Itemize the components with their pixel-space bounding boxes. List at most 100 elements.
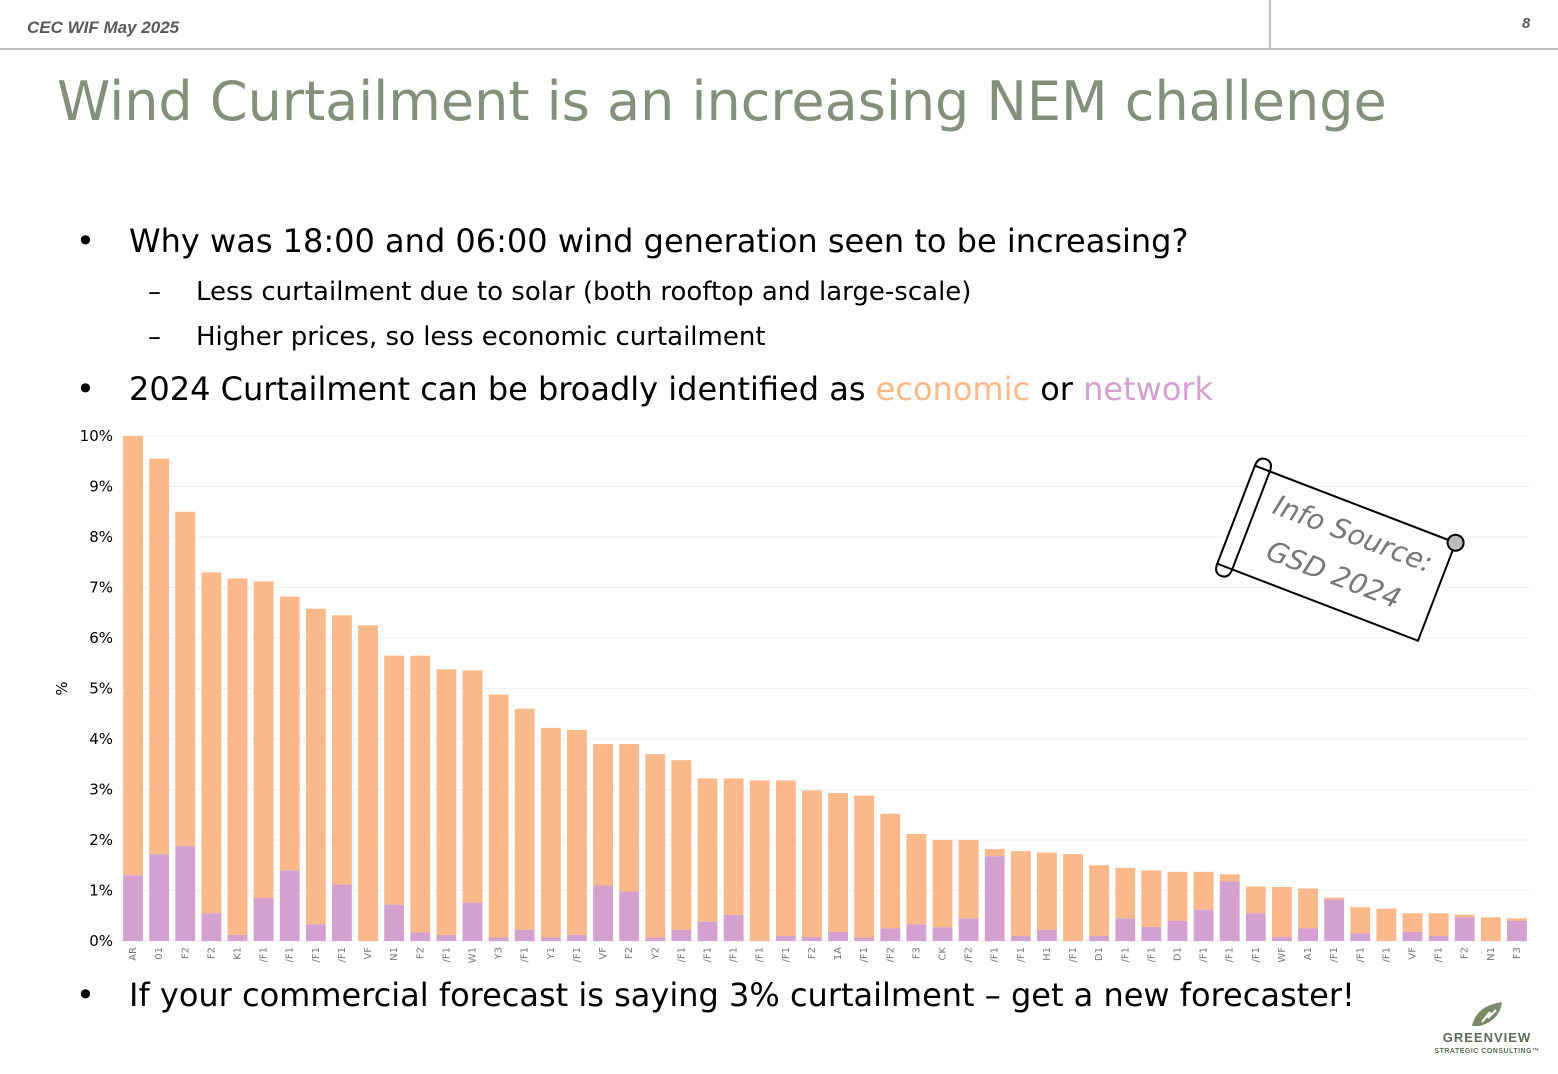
bar-network — [462, 902, 483, 941]
x-tick-label: Y2 — [650, 947, 661, 960]
bar-economic — [1402, 913, 1423, 932]
x-tick-label: D1 — [1173, 947, 1184, 961]
bar-network — [149, 854, 170, 941]
bar-economic — [619, 744, 640, 892]
bar-economic — [436, 669, 457, 935]
x-tick-label: /F1 — [676, 947, 687, 962]
x-tick-label: /F1 — [1225, 947, 1236, 962]
bar-network — [227, 934, 248, 941]
x-tick-label: F2 — [807, 947, 818, 959]
bar-network — [1089, 935, 1110, 941]
scroll-left-roll-bottom — [1215, 563, 1234, 578]
bar-network — [1272, 936, 1292, 941]
bar-economic — [1454, 914, 1475, 918]
y-tick-label: 5% — [89, 680, 113, 698]
x-tick-label: /F1 — [572, 947, 583, 962]
x-tick-label: /F1 — [259, 947, 270, 962]
x-tick-label: /F1 — [1068, 947, 1079, 962]
x-tick-label: /F1 — [1355, 947, 1366, 962]
bar-economic — [984, 849, 1005, 857]
bar-network — [305, 924, 326, 941]
y-tick-label: 8% — [89, 528, 113, 546]
x-tick-label: N1 — [389, 947, 400, 961]
logo-name: GREENVIEW — [1442, 1030, 1532, 1045]
bar-network — [514, 929, 535, 941]
bar-economic — [593, 744, 613, 886]
bar-network — [1193, 909, 1214, 941]
x-tick-label: D1 — [1094, 947, 1105, 961]
scroll-body — [1215, 464, 1457, 643]
bar-network — [958, 918, 979, 941]
x-tick-label: /F1 — [1146, 947, 1157, 962]
x-tick-label: CK — [938, 947, 949, 961]
x-tick-label: /F1 — [1434, 947, 1445, 962]
bar-network — [671, 929, 692, 941]
bar-network — [1402, 931, 1423, 941]
x-tick-label: F3 — [1512, 947, 1523, 959]
bar-economic — [567, 729, 587, 935]
bar-network — [880, 928, 901, 941]
bar-economic — [1037, 852, 1057, 930]
x-tick-label: F2 — [206, 947, 217, 959]
x-tick-label: 1A — [833, 947, 844, 960]
bar-economic — [1089, 865, 1110, 936]
bar-economic — [1219, 874, 1240, 882]
bullet-dot: • — [76, 222, 95, 260]
bar-economic — [802, 790, 822, 937]
network-label: network — [1083, 370, 1214, 408]
x-tick-label: /F1 — [703, 947, 714, 962]
x-tick-label: /F1 — [1251, 947, 1262, 962]
y-tick-label: 10% — [80, 427, 113, 445]
bar-economic — [305, 608, 326, 925]
bar-network — [1298, 928, 1318, 941]
bar-economic — [1272, 886, 1292, 937]
bar-economic — [1428, 913, 1449, 936]
bullet-text-prefix: 2024 Curtailment can be broadly identifi… — [129, 370, 876, 408]
bar-economic — [514, 708, 535, 930]
y-tick-label: 3% — [89, 781, 113, 799]
x-tick-label: /F1 — [1199, 947, 1210, 962]
bar-network — [1454, 917, 1475, 941]
x-tick-label: /F1 — [729, 947, 740, 962]
bar-network — [1219, 881, 1240, 941]
greenview-logo: GREENVIEW STRATEGIC CONSULTING™ — [1428, 1000, 1546, 1062]
bar-economic — [384, 655, 405, 905]
x-tick-label: Y1 — [546, 947, 557, 960]
bar-network — [828, 931, 848, 941]
logo-tagline: STRATEGIC CONSULTING™ — [1434, 1048, 1540, 1055]
bar-network — [697, 921, 718, 941]
bar-network — [1350, 933, 1371, 941]
x-tick-label: Y3 — [494, 947, 505, 960]
bullet-why-increasing: • Why was 18:00 and 06:00 wind generatio… — [76, 222, 1188, 260]
x-tick-label: /F1 — [311, 947, 322, 962]
bullet-curtailment-types: • 2024 Curtailment can be broadly identi… — [76, 370, 1214, 408]
bar-network — [488, 937, 509, 941]
x-tick-label: VF — [1408, 947, 1419, 960]
bar-network — [410, 932, 431, 941]
x-tick-label: /F1 — [990, 947, 1001, 962]
header-rule — [0, 48, 1558, 50]
bar-economic — [1507, 918, 1527, 921]
bar-economic — [906, 833, 927, 925]
bar-economic — [880, 813, 901, 929]
bar-network — [932, 927, 953, 941]
bar-economic — [671, 760, 692, 930]
x-tick-label: N1 — [1486, 947, 1497, 961]
bar-network — [645, 937, 666, 941]
bar-economic — [645, 754, 666, 938]
bar-network — [775, 935, 796, 941]
x-tick-label: AR — [128, 947, 139, 961]
x-tick-label: /F1 — [781, 947, 792, 962]
bar-economic — [462, 670, 483, 903]
x-tick-label: /F1 — [1329, 947, 1340, 962]
bar-economic — [540, 727, 561, 938]
bar-network — [253, 898, 274, 941]
bar-economic — [775, 780, 796, 936]
x-tick-label: VF — [598, 947, 609, 960]
bar-network — [906, 924, 927, 941]
bar-economic — [1298, 888, 1318, 929]
header-label: CEC WIF May 2025 — [27, 18, 180, 37]
bullet-dot: • — [76, 976, 95, 1014]
bar-network — [201, 913, 222, 941]
scroll-left-roll — [1231, 457, 1272, 570]
